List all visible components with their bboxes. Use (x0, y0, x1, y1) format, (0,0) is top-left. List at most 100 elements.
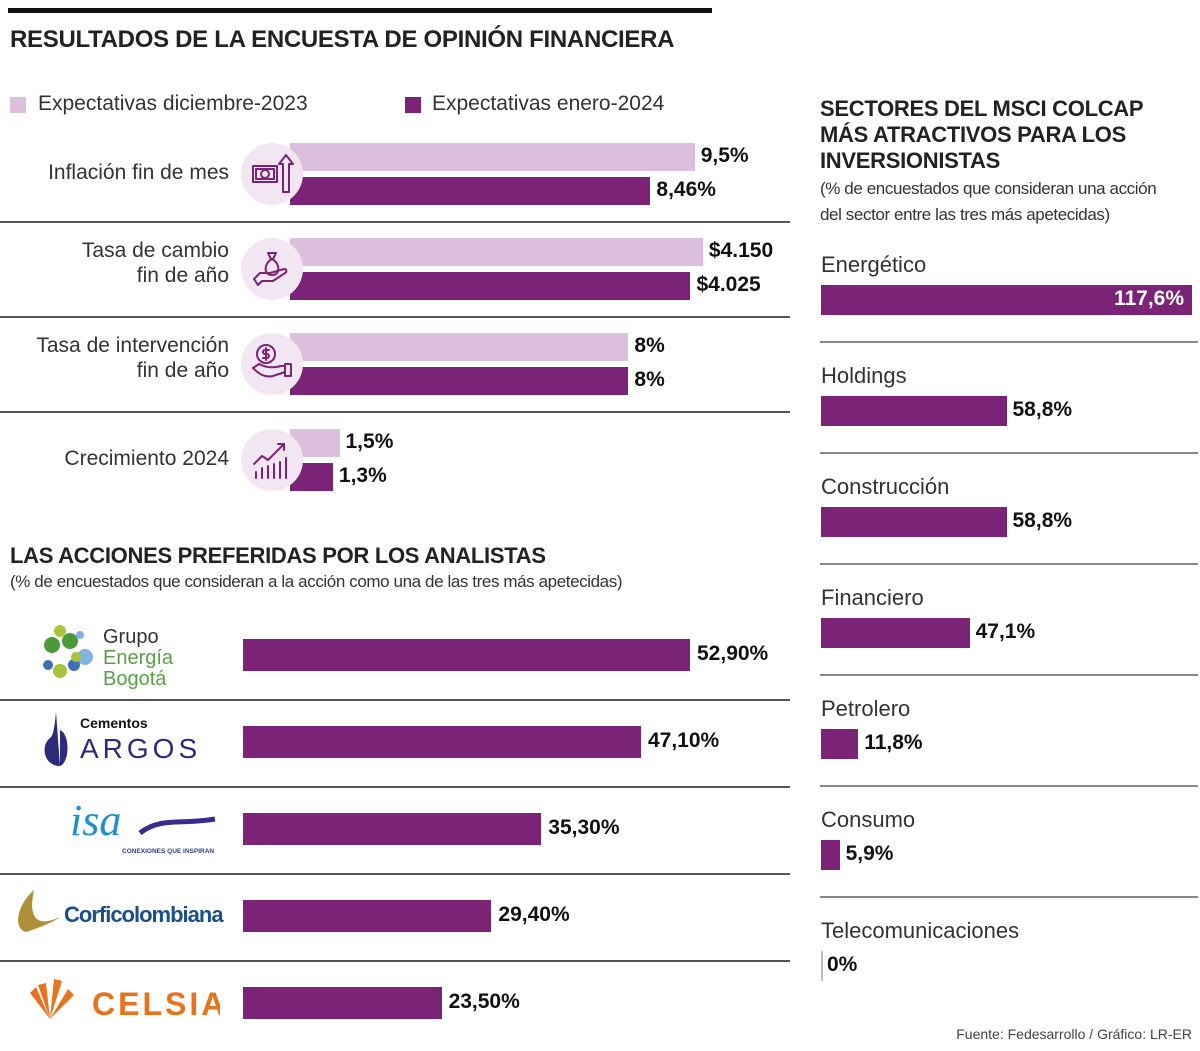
svg-text:Energía: Energía (103, 647, 174, 669)
svg-text:Corficolombiana: Corficolombiana (64, 902, 224, 927)
bar-sector (821, 285, 1193, 315)
sector-label: Petrolero (821, 696, 911, 721)
value-label: 8,46% (656, 178, 716, 201)
value-label: 47,1% (975, 620, 1036, 643)
row-divider (0, 873, 790, 875)
svg-text:Bogotá: Bogotá (103, 668, 167, 689)
value-label: 1,5% (345, 430, 394, 453)
value-label: 5,9% (845, 842, 894, 865)
row-label: Inflación fin de mes (48, 160, 229, 185)
title-rule (8, 8, 712, 13)
row-divider (820, 674, 1198, 676)
bar-stock (243, 900, 492, 932)
bar-stock (243, 726, 641, 758)
svg-text:ARGOS: ARGOS (80, 733, 201, 764)
row-label-line: fin de año (136, 359, 229, 382)
row-divider (0, 786, 790, 788)
footer-source: Fuente: Fedesarrollo / Gráfico: LR-ER (956, 1026, 1192, 1042)
row-label: Tasa de cambio fin de año (82, 238, 229, 288)
sectors-subtitle: (% de encuestados que consideran una acc… (820, 176, 1157, 228)
bar-dec (290, 333, 629, 361)
row-label-line: Tasa de cambio (81, 239, 229, 262)
sector-label: Holdings (821, 363, 907, 388)
bar-sector (821, 507, 1007, 537)
money-up-arrow-icon (241, 143, 303, 205)
bar-sector (821, 951, 823, 981)
row-divider (820, 563, 1198, 565)
bar-dec (290, 143, 695, 171)
value-label: $4.150 (708, 239, 774, 262)
row-divider (0, 699, 790, 701)
value-label: 47,10% (647, 729, 720, 752)
sector-label: Telecomunicaciones (821, 918, 1020, 943)
stocks-subtitle: (% de encuestados que consideran a la ac… (10, 572, 623, 591)
logo-grupo-energia-bogota: Grupo Energía Bogotá (30, 619, 220, 694)
legend-label-jan: Expectativas enero-2024 (432, 92, 665, 115)
row-label-line: Inflación fin de mes (48, 161, 229, 184)
row-label: Crecimiento 2024 (64, 446, 229, 471)
row-divider (0, 316, 790, 318)
sectors-subtitle-line: del sector entre las tres más apetecidas… (820, 205, 1110, 224)
growth-chart-icon (241, 429, 303, 491)
value-label: 11,8% (864, 731, 923, 754)
row-label-line: Crecimiento 2024 (64, 447, 229, 470)
sector-label: Construcción (821, 474, 950, 499)
bar-sector (821, 618, 970, 648)
bar-stock (243, 987, 442, 1019)
page-title: RESULTADOS DE LA ENCUESTA DE OPINIÓN FIN… (10, 26, 675, 53)
bar-sector (821, 396, 1007, 426)
sectors-title-line: MÁS ATRACTIVOS PARA LOS (820, 122, 1126, 147)
logo-isa: isa CONEXIONES QUE INSPIRAN (30, 796, 220, 862)
sectors-title: SECTORES DEL MSCI COLCAP MÁS ATRACTIVOS … (820, 96, 1144, 174)
bar-dec (290, 238, 703, 266)
svg-text:CELSIA: CELSIA (92, 986, 220, 1022)
stocks-title: LAS ACCIONES PREFERIDAS POR LOS ANALISTA… (10, 543, 546, 568)
value-label: 58,8% (1012, 398, 1073, 421)
sector-label: Energético (821, 252, 927, 277)
dollar-coin-hand-icon (241, 333, 303, 395)
legend-label-dec: Expectativas diciembre-2023 (38, 92, 308, 115)
row-divider (820, 452, 1198, 454)
sectors-subtitle-line: (% de encuestados que consideran una acc… (820, 179, 1157, 198)
row-divider (820, 785, 1198, 787)
bar-jan (290, 272, 691, 300)
bar-stock (243, 639, 690, 671)
value-label: 35,30% (548, 816, 620, 839)
value-label: 52,90% (697, 642, 769, 665)
value-label: 29,40% (498, 903, 570, 926)
row-label: Tasa de intervención fin de año (36, 333, 229, 383)
svg-text:isa: isa (70, 797, 121, 845)
value-label: 1,3% (338, 464, 387, 487)
svg-text:Grupo: Grupo (103, 626, 159, 648)
bar-stock (243, 813, 542, 845)
bar-sector (821, 840, 840, 870)
money-bag-hand-icon (241, 238, 303, 300)
value-label: 0% (827, 953, 858, 976)
sectors-title-line: SECTORES DEL MSCI COLCAP (820, 96, 1144, 121)
svg-text:Cementos: Cementos (80, 715, 148, 731)
row-divider (820, 896, 1198, 898)
sectors-title-line: INVERSIONISTAS (820, 148, 1000, 173)
sector-label: Financiero (821, 585, 924, 610)
logo-corficolombiana: Corficolombiana (4, 884, 229, 949)
row-divider (0, 221, 790, 223)
svg-text:CONEXIONES QUE INSPIRAN: CONEXIONES QUE INSPIRAN (122, 848, 214, 855)
logo-celsia: CELSIA (10, 971, 224, 1036)
value-label: 8% (634, 368, 665, 391)
bar-sector (821, 729, 859, 759)
row-divider (0, 411, 790, 413)
value-label: 23,50% (448, 990, 520, 1013)
value-label: 9,5% (700, 144, 749, 167)
value-label: 117,6% (1113, 287, 1185, 310)
legend-swatch-dec (10, 97, 26, 113)
sector-label: Consumo (821, 807, 916, 832)
bar-jan (290, 367, 629, 395)
logo-cementos-argos: Cementos ARGOS (30, 710, 220, 775)
row-label-line: fin de año (136, 264, 229, 287)
value-label: 8% (634, 334, 665, 357)
row-label-line: Tasa de intervención (36, 334, 229, 357)
value-label: $4.025 (696, 273, 761, 296)
bar-jan (290, 177, 651, 205)
row-divider (0, 960, 790, 962)
value-label: 58,8% (1012, 509, 1073, 532)
